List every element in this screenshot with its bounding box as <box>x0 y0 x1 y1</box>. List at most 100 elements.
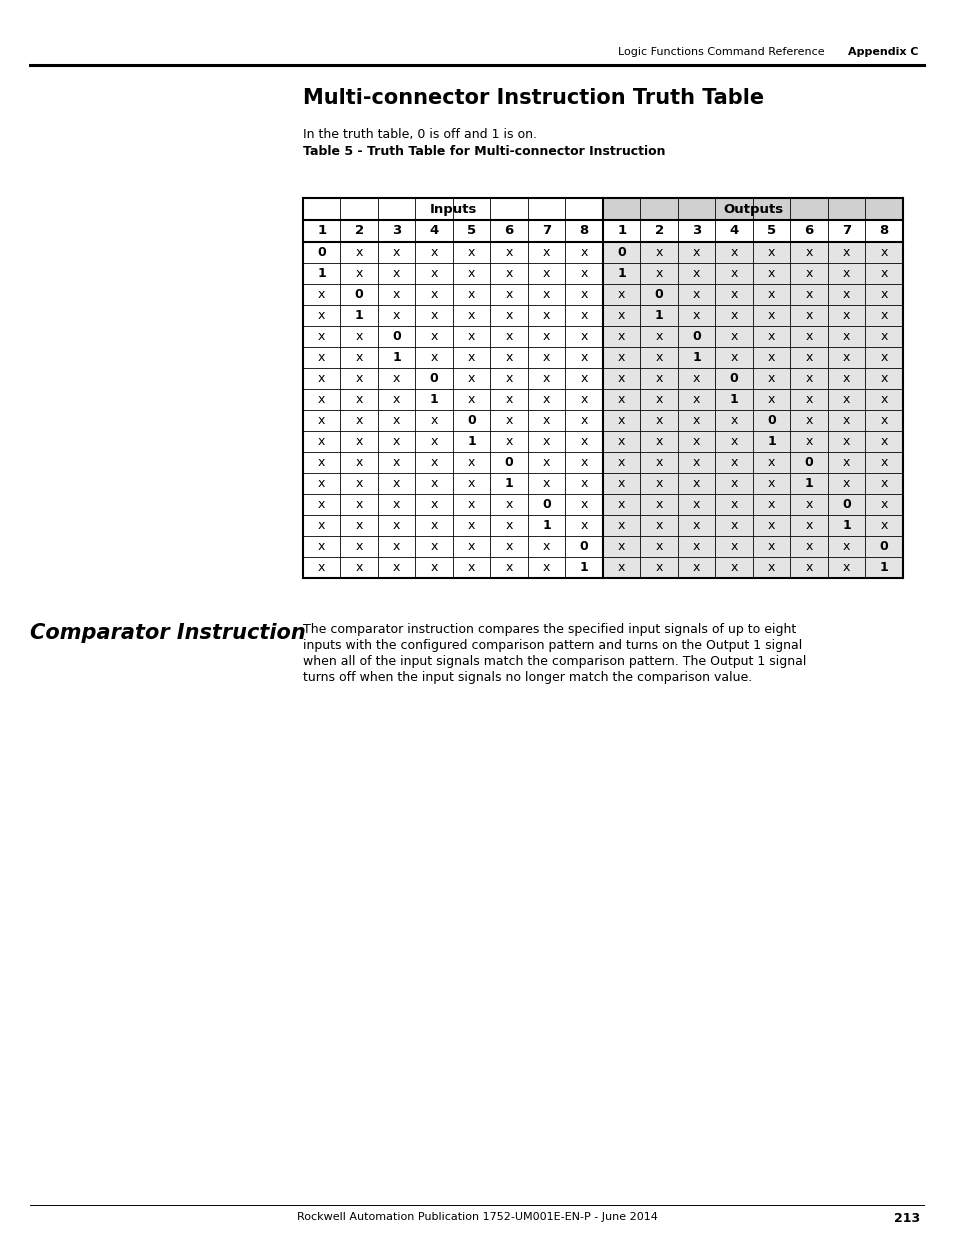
Text: x: x <box>505 309 513 322</box>
Text: x: x <box>317 309 325 322</box>
Bar <box>303 452 602 473</box>
Bar <box>602 389 902 410</box>
Text: x: x <box>468 267 475 280</box>
Text: x: x <box>468 456 475 469</box>
Text: x: x <box>317 477 325 490</box>
Text: 1: 1 <box>355 309 363 322</box>
Text: x: x <box>355 330 362 343</box>
Text: x: x <box>880 519 887 532</box>
Text: x: x <box>580 267 587 280</box>
Text: 1: 1 <box>692 351 700 364</box>
Bar <box>303 557 602 578</box>
Text: x: x <box>730 288 738 301</box>
Text: x: x <box>655 330 662 343</box>
Text: x: x <box>468 561 475 574</box>
Text: x: x <box>804 414 812 427</box>
Text: 0: 0 <box>317 246 326 259</box>
Text: x: x <box>468 393 475 406</box>
Text: when all of the input signals match the comparison pattern. The Output 1 signal: when all of the input signals match the … <box>303 655 805 668</box>
Bar <box>602 242 902 263</box>
Text: x: x <box>542 561 550 574</box>
Text: x: x <box>730 519 738 532</box>
Text: x: x <box>730 351 738 364</box>
Text: x: x <box>692 561 700 574</box>
Text: Rockwell Automation Publication 1752-UM001E-EN-P - June 2014: Rockwell Automation Publication 1752-UM0… <box>296 1212 657 1221</box>
Text: x: x <box>542 540 550 553</box>
Text: 0: 0 <box>879 540 887 553</box>
Text: x: x <box>580 414 587 427</box>
Text: x: x <box>430 414 437 427</box>
Text: x: x <box>505 540 513 553</box>
Text: x: x <box>580 246 587 259</box>
Text: 1: 1 <box>804 477 813 490</box>
Text: x: x <box>618 477 625 490</box>
Text: x: x <box>618 288 625 301</box>
Text: 1: 1 <box>766 435 776 448</box>
Text: 0: 0 <box>392 330 400 343</box>
Text: x: x <box>880 351 887 364</box>
Text: 2: 2 <box>355 225 363 237</box>
Text: x: x <box>804 498 812 511</box>
Text: Logic Functions Command Reference: Logic Functions Command Reference <box>618 47 823 57</box>
Text: x: x <box>505 498 513 511</box>
Text: x: x <box>355 246 362 259</box>
Text: x: x <box>317 519 325 532</box>
Text: x: x <box>355 456 362 469</box>
Text: x: x <box>804 519 812 532</box>
Text: x: x <box>542 267 550 280</box>
Text: x: x <box>430 498 437 511</box>
Bar <box>602 536 902 557</box>
Text: x: x <box>692 267 700 280</box>
Text: x: x <box>880 414 887 427</box>
Text: 7: 7 <box>541 225 551 237</box>
Text: turns off when the input signals no longer match the comparison value.: turns off when the input signals no long… <box>303 671 752 684</box>
Text: x: x <box>468 330 475 343</box>
Text: Table 5 - Truth Table for Multi-connector Instruction: Table 5 - Truth Table for Multi-connecto… <box>303 144 665 158</box>
Text: 1: 1 <box>504 477 513 490</box>
Text: x: x <box>468 540 475 553</box>
Text: x: x <box>842 267 849 280</box>
Text: x: x <box>842 330 849 343</box>
Text: x: x <box>767 540 775 553</box>
Text: x: x <box>842 561 849 574</box>
Text: x: x <box>505 372 513 385</box>
Text: 0: 0 <box>579 540 588 553</box>
Text: x: x <box>317 330 325 343</box>
Text: x: x <box>804 330 812 343</box>
Text: x: x <box>804 267 812 280</box>
Bar <box>602 452 902 473</box>
Text: x: x <box>767 477 775 490</box>
Text: x: x <box>730 309 738 322</box>
Text: 2: 2 <box>654 225 663 237</box>
Text: x: x <box>430 540 437 553</box>
Text: x: x <box>730 561 738 574</box>
Text: x: x <box>618 351 625 364</box>
Text: x: x <box>355 414 362 427</box>
Text: 0: 0 <box>430 372 438 385</box>
Text: x: x <box>880 372 887 385</box>
Text: 0: 0 <box>841 498 850 511</box>
Text: 1: 1 <box>316 225 326 237</box>
Text: x: x <box>505 435 513 448</box>
Text: x: x <box>767 456 775 469</box>
Text: x: x <box>542 414 550 427</box>
Bar <box>303 473 602 494</box>
Text: x: x <box>692 309 700 322</box>
Text: x: x <box>880 435 887 448</box>
Text: x: x <box>767 267 775 280</box>
Text: x: x <box>842 309 849 322</box>
Text: x: x <box>317 456 325 469</box>
Text: x: x <box>655 435 662 448</box>
Text: x: x <box>618 540 625 553</box>
Text: x: x <box>692 456 700 469</box>
Text: x: x <box>393 540 400 553</box>
Text: x: x <box>317 393 325 406</box>
Text: x: x <box>804 393 812 406</box>
Text: 0: 0 <box>617 246 625 259</box>
Text: x: x <box>618 435 625 448</box>
Text: x: x <box>542 393 550 406</box>
Text: x: x <box>692 540 700 553</box>
Text: 213: 213 <box>893 1212 919 1225</box>
Text: x: x <box>880 330 887 343</box>
Text: x: x <box>393 414 400 427</box>
